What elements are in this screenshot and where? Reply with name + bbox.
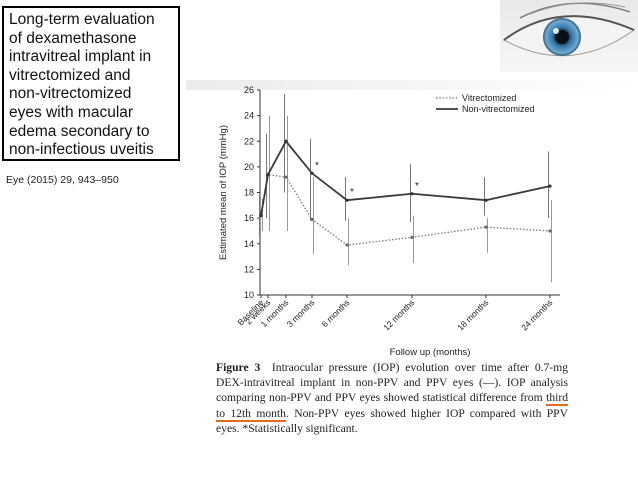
y-tick-label: 16: [244, 213, 254, 223]
data-point: [284, 175, 288, 179]
data-point: [310, 217, 314, 222]
y-tick-label: 24: [244, 111, 254, 121]
header-band: [186, 80, 638, 90]
legend-label: Non-vitrectomized: [462, 104, 535, 114]
y-tick-label: 22: [244, 136, 254, 146]
slide-title-line: eyes with macular: [9, 103, 134, 121]
y-tick-label: 26: [244, 85, 254, 95]
significance-asterisk: *: [415, 181, 419, 192]
slide-title-line: intravitreal implant in: [9, 48, 152, 66]
error-bars: [259, 93, 552, 283]
data-point: [266, 172, 270, 177]
x-tick-label: 24 months: [519, 297, 554, 332]
significance-asterisk: *: [315, 160, 319, 171]
data-point: [284, 139, 288, 143]
series-line-vitrectomized: [260, 173, 551, 246]
significance-asterisk: *: [350, 187, 354, 198]
caption-text: Intraocular pressure (IOP) evolution ove…: [216, 361, 569, 405]
y-tick-label: 10: [244, 290, 254, 300]
y-axis-label: Estimated mean of IOP (mmHg): [218, 125, 229, 260]
data-point: [548, 184, 552, 188]
eye-image: [500, 0, 638, 72]
series-line-non-vitrectomized: [260, 139, 551, 216]
y-tick-label: 14: [244, 239, 254, 249]
figure-caption: Figure 3 Intraocular pressure (IOP) evol…: [216, 360, 568, 436]
y-tick-label: 20: [244, 162, 254, 172]
journal-citation: Eye (2015) 29, 943–950: [6, 174, 119, 186]
data-point: [484, 198, 488, 202]
figure-label: Figure 3: [216, 361, 261, 374]
slide-title-line: non-infectious uveitis: [9, 141, 154, 159]
data-point: [410, 192, 414, 196]
slide-title-line: Long-term evaluation: [9, 11, 155, 28]
significance-markers: * * *: [315, 160, 419, 198]
x-tick-label: 6 months: [320, 297, 352, 329]
data-point: [259, 213, 263, 218]
caption-text-end: . Non-PPV eyes showed higher IOP compare…: [216, 406, 569, 435]
data-point: [345, 198, 349, 202]
series-lines: [259, 139, 552, 247]
data-point: [410, 235, 414, 239]
data-point: [345, 243, 349, 247]
data-point: [310, 171, 314, 175]
y-tick-label: 18: [244, 188, 254, 198]
slide-title-line: edema secondary to: [9, 122, 150, 140]
caption-highlight: third to 12th month: [216, 391, 568, 422]
y-tick-label: 12: [244, 264, 254, 274]
data-point: [484, 225, 488, 229]
slide-title-box: Long-term evaluation of dexamethasone in…: [2, 6, 180, 161]
x-tick-label: 18 months: [455, 297, 490, 332]
slide-title-line: non-vitrectomized: [9, 85, 132, 103]
data-point: [548, 229, 552, 233]
slide-title-line: vitrectomized and: [9, 66, 131, 84]
legend-label: Vitrectomized: [462, 93, 516, 103]
slide-title-line: of dexamethasone: [9, 29, 137, 47]
x-tick-label: 12 months: [381, 297, 416, 332]
x-axis-label: Follow up (months): [390, 347, 471, 358]
y-ticks: 10 12 14 16 18 20 22 24 26: [244, 85, 260, 300]
x-tick-label: 3 months: [285, 297, 317, 329]
